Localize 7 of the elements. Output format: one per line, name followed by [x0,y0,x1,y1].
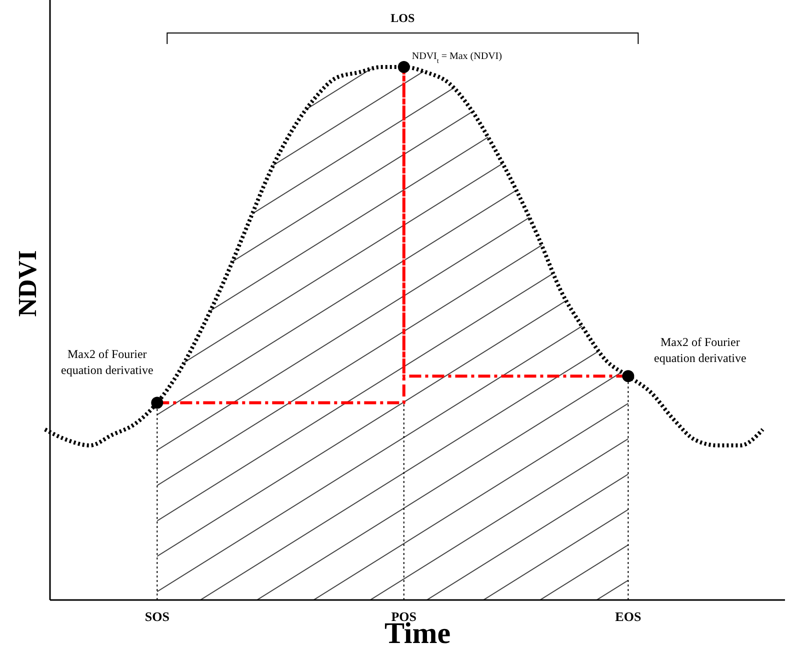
text: LOS [390,11,415,25]
annotation: Max2 of Fourier equation derivative [61,346,154,377]
x-tick-label: SOS [144,608,170,624]
annotation: NDVI$_{t}$ = Max (NDVI) [412,51,502,65]
x-tick-label: EOS [615,608,642,624]
annotation: Max2 of Fourier equation derivative [654,335,746,366]
y-axis-title: NDVI [13,250,42,317]
